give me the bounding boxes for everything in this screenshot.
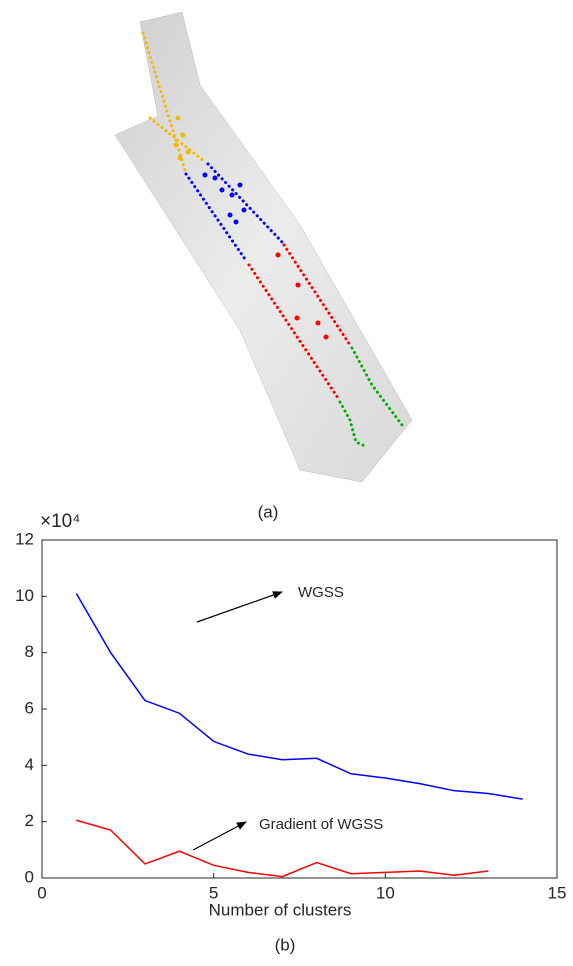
annotation: WGSS — [298, 584, 344, 601]
annotation-arrow — [192, 821, 247, 851]
y-tick-label: 2 — [25, 811, 34, 830]
annotation: Gradient of WGSS — [259, 816, 383, 833]
sonar-image — [114, 11, 413, 483]
y-tick-label: 6 — [25, 698, 34, 717]
annotation-arrow — [196, 591, 283, 623]
caption: (b) — [275, 935, 296, 954]
y-tick-label: 8 — [25, 642, 34, 661]
x-tick-label: 0 — [37, 883, 46, 902]
data-line — [75, 593, 523, 800]
y-tick-label: 10 — [15, 586, 34, 605]
caption: (a) — [258, 502, 279, 521]
x-tick-label: 15 — [548, 883, 567, 902]
y-tick-label: 4 — [25, 755, 34, 774]
x-axis-label: Number of clusters — [209, 900, 352, 919]
y-tick-label: 0 — [25, 867, 34, 886]
y-tick-label: 12 — [15, 529, 34, 548]
x-tick-label: 10 — [376, 883, 395, 902]
data-line — [76, 819, 489, 878]
x-tick-label: 5 — [209, 883, 218, 902]
axis-multiplier: ×10⁴ — [40, 511, 80, 532]
